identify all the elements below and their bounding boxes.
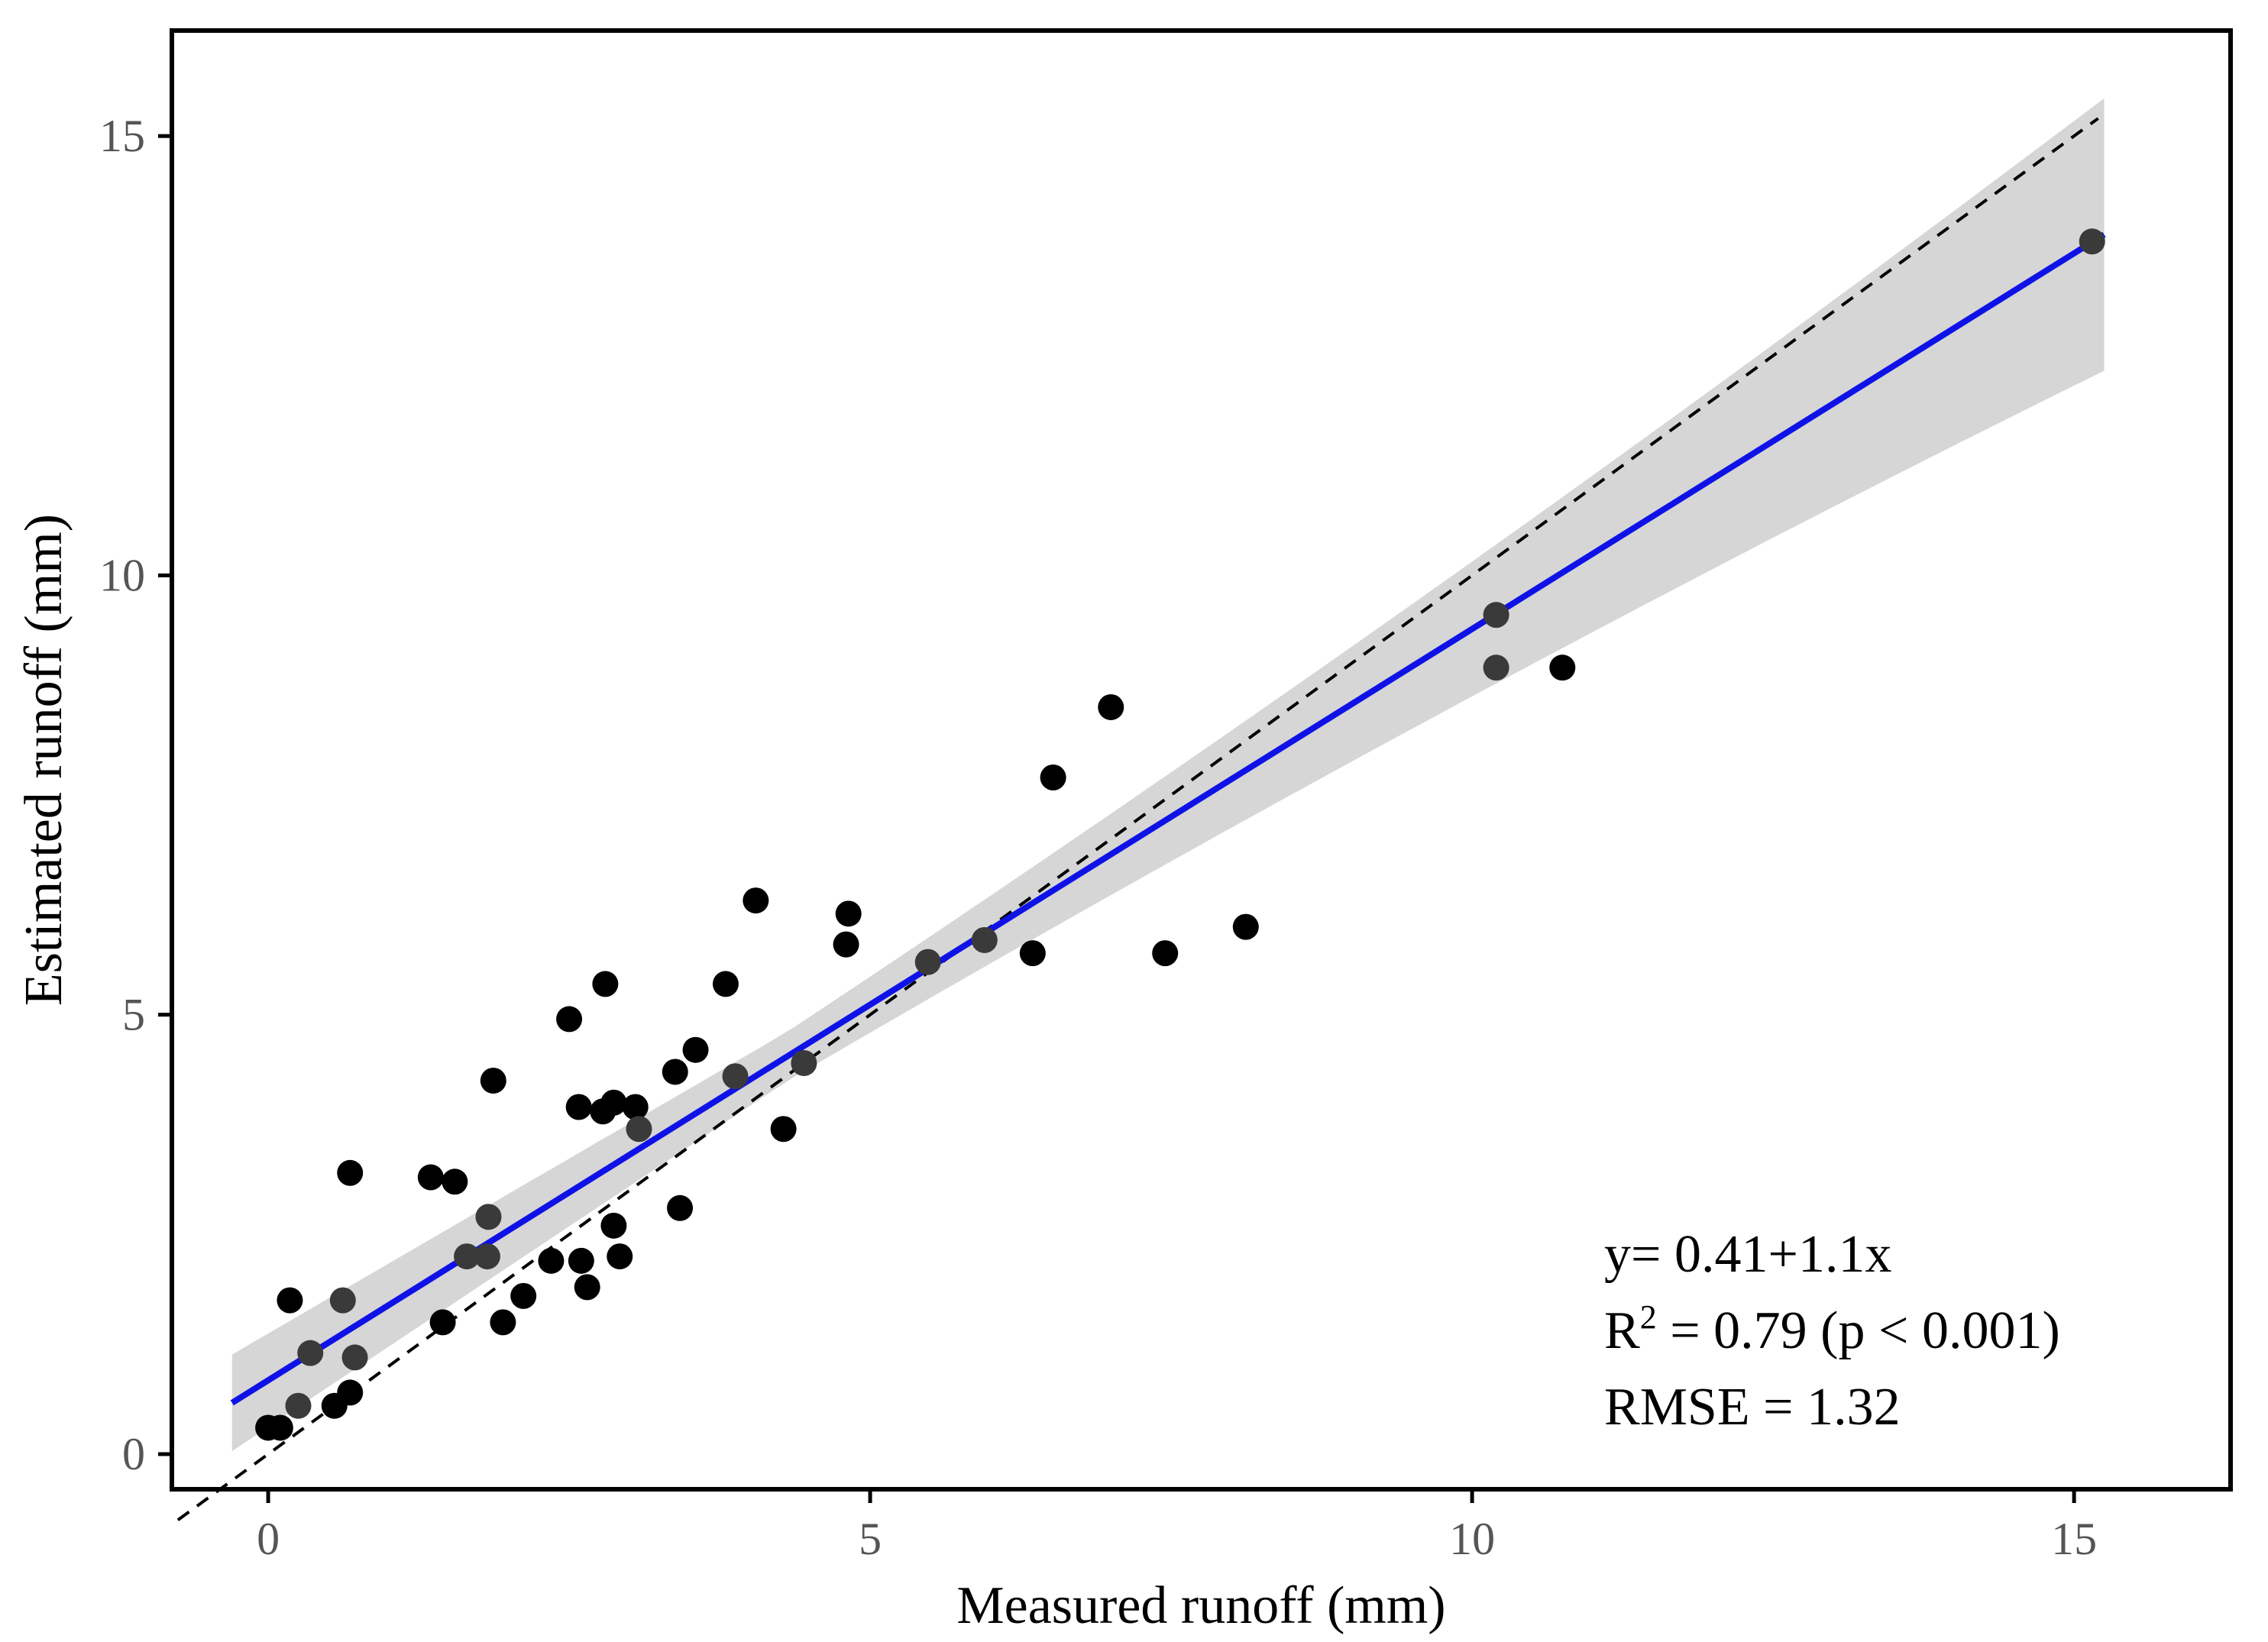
x-tick-label: 10 bbox=[1449, 1514, 1495, 1564]
data-point bbox=[1483, 602, 1509, 629]
data-point bbox=[722, 1063, 749, 1090]
data-point bbox=[337, 1159, 364, 1186]
data-point bbox=[712, 971, 739, 997]
data-point bbox=[297, 1340, 324, 1366]
data-point bbox=[791, 1049, 817, 1076]
data-point bbox=[510, 1282, 537, 1309]
data-point bbox=[607, 1243, 633, 1270]
data-points-layer bbox=[255, 228, 2105, 1441]
data-point bbox=[662, 1059, 688, 1085]
data-point bbox=[1483, 655, 1509, 681]
data-point bbox=[626, 1116, 652, 1143]
x-axis-title: Measured runoff (mm) bbox=[956, 1576, 1445, 1635]
data-point bbox=[622, 1094, 649, 1120]
data-point bbox=[454, 1243, 480, 1270]
r-squared-superscript: 2 bbox=[1640, 1298, 1657, 1336]
y-tick-label: 15 bbox=[99, 111, 145, 161]
data-point bbox=[833, 931, 859, 958]
data-point bbox=[770, 1116, 797, 1143]
y-tick-label: 10 bbox=[99, 550, 145, 600]
data-point bbox=[490, 1309, 516, 1336]
data-point bbox=[574, 1274, 600, 1301]
x-tick-label: 5 bbox=[859, 1514, 882, 1564]
identity-line-layer bbox=[176, 117, 2099, 1521]
data-point bbox=[914, 949, 941, 975]
fit-equation-annotation: y= 0.41+1.1x bbox=[1604, 1225, 1891, 1284]
plot-frame bbox=[170, 28, 2233, 1492]
data-point bbox=[417, 1164, 444, 1191]
data-point bbox=[538, 1247, 565, 1274]
data-point bbox=[1232, 913, 1259, 940]
axis-ticks-layer: 0 5 10 15 0 5 10 15 bbox=[99, 111, 2097, 1564]
data-point bbox=[556, 1006, 583, 1033]
data-point bbox=[442, 1168, 468, 1195]
data-point bbox=[475, 1204, 502, 1230]
data-point bbox=[474, 1243, 500, 1270]
fit-line-layer bbox=[230, 231, 2106, 1406]
x-tick-label: 0 bbox=[257, 1514, 280, 1564]
data-point bbox=[1019, 940, 1046, 967]
data-point bbox=[337, 1379, 364, 1406]
r-squared-annotation: R2 = 0.79 (p < 0.001) bbox=[1604, 1298, 2060, 1360]
data-point bbox=[285, 1392, 312, 1419]
data-point bbox=[277, 1287, 303, 1314]
rmse-annotation: RMSE = 1.32 bbox=[1604, 1378, 1901, 1437]
identity-line bbox=[176, 117, 2099, 1521]
data-point bbox=[480, 1067, 506, 1094]
y-tick-label: 5 bbox=[122, 990, 145, 1040]
data-point bbox=[2079, 228, 2105, 255]
data-point bbox=[743, 887, 769, 914]
data-point bbox=[667, 1194, 694, 1221]
data-point bbox=[835, 900, 862, 927]
data-point bbox=[1098, 693, 1124, 720]
data-point bbox=[682, 1036, 709, 1063]
r-squared-prefix: R bbox=[1604, 1301, 1640, 1360]
data-point bbox=[1152, 940, 1179, 967]
data-point bbox=[1549, 655, 1576, 681]
data-point bbox=[429, 1309, 456, 1336]
data-point bbox=[971, 926, 998, 953]
y-axis-title: Estimated runoff (mm) bbox=[15, 514, 73, 1006]
y-tick-label: 0 bbox=[122, 1429, 145, 1479]
data-point bbox=[1040, 764, 1066, 791]
data-point bbox=[267, 1414, 293, 1441]
data-point bbox=[600, 1212, 627, 1239]
fit-line bbox=[230, 231, 2106, 1406]
data-point bbox=[568, 1247, 594, 1274]
data-point bbox=[592, 971, 619, 997]
x-tick-label: 15 bbox=[2051, 1514, 2097, 1564]
data-point bbox=[600, 1089, 627, 1116]
r-squared-suffix: = 0.79 (p < 0.001) bbox=[1657, 1301, 2060, 1360]
data-point bbox=[565, 1094, 592, 1120]
data-point bbox=[341, 1344, 368, 1371]
data-point bbox=[329, 1287, 356, 1314]
